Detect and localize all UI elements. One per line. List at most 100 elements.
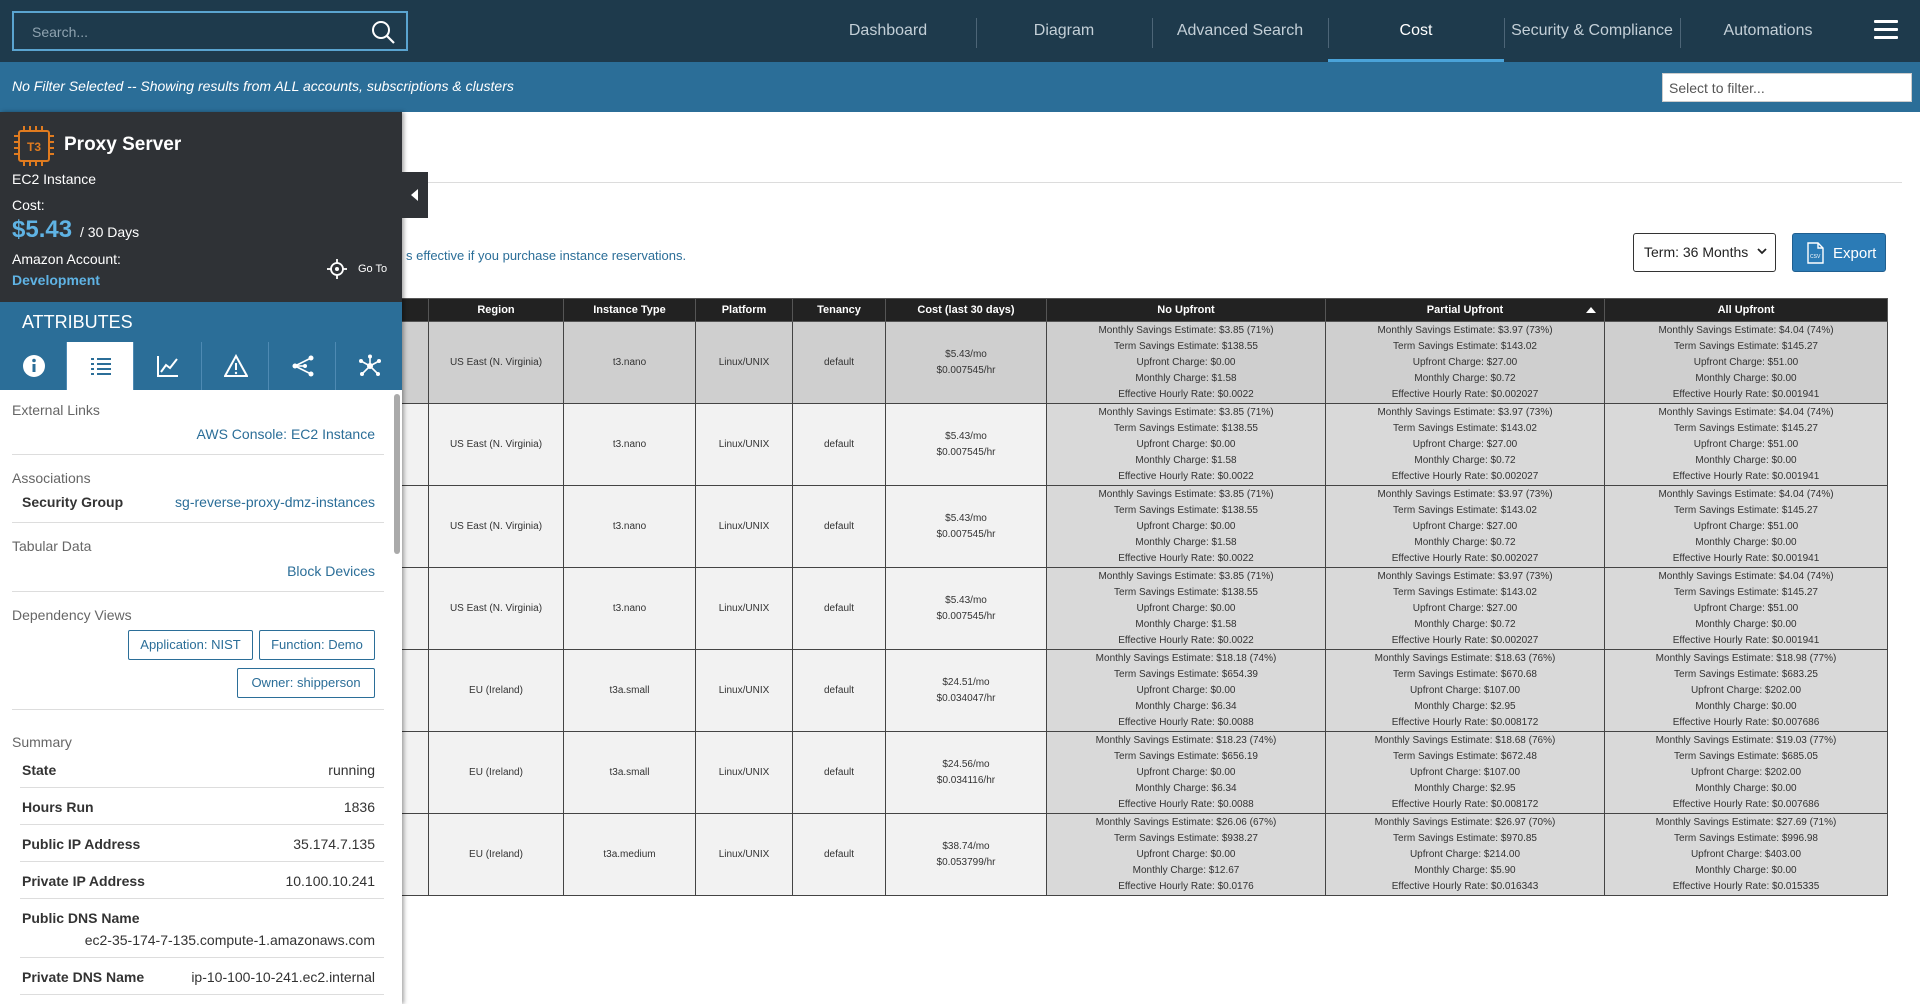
menu-icon[interactable]: [1874, 20, 1898, 42]
cell-partial-upfront: Monthly Savings Estimate: $3.97 (73%) Ter…: [1325, 403, 1605, 486]
chart-icon: [157, 356, 179, 377]
account-link[interactable]: Development: [12, 272, 100, 288]
aws-console-link[interactable]: AWS Console: EC2 Instance: [196, 426, 375, 442]
collapse-panel-button[interactable]: [402, 172, 428, 218]
tab-automations[interactable]: Automations: [1680, 0, 1856, 62]
crosshair-icon: [327, 259, 347, 279]
cost-line: $24.56/mo: [942, 758, 990, 770]
cell-region: US East (N. Virginia): [428, 321, 564, 404]
tab-alerts[interactable]: [202, 342, 269, 390]
divider: [12, 522, 384, 523]
cost-line: $5.43/mo: [945, 348, 987, 360]
column-header-tenancy[interactable]: Tenancy: [792, 298, 886, 322]
estimate-line: Monthly Savings Estimate: $3.97 (73%): [1377, 406, 1553, 418]
panel-header: T3 Proxy Server EC2 Instance Cost: $5.43…: [0, 112, 402, 302]
section-title-external-links: External Links: [12, 402, 100, 418]
share-icon: [292, 355, 314, 377]
estimate-line: Effective Hourly Rate: $0.007686: [1672, 798, 1820, 810]
resource-detail-panel: T3 Proxy Server EC2 Instance Cost: $5.43…: [0, 112, 402, 1004]
tab-security-compliance[interactable]: Security & Compliance: [1504, 0, 1680, 62]
estimate-line: Upfront Charge: $27.00: [1412, 520, 1518, 532]
cell-all-upfront: Monthly Savings Estimate: $4.04 (74%) Ter…: [1604, 567, 1888, 650]
section-divider: [402, 182, 1902, 183]
summary-val-public-dns: ec2-35-174-7-135.compute-1.amazonaws.com: [84, 932, 375, 948]
cell-instance-type: t3.nano: [563, 567, 696, 650]
estimate-line: Effective Hourly Rate: $0.002027: [1391, 634, 1539, 646]
top-nav-bar: Dashboard Diagram Advanced Search Cost S…: [0, 0, 1920, 62]
estimate-line: Upfront Charge: $403.00: [1690, 848, 1802, 860]
cell-no-upfront: Monthly Savings Estimate: $18.18 (74%) Te…: [1046, 649, 1326, 732]
cell-instance-type: t3a.medium: [563, 813, 696, 896]
estimate-line: Monthly Savings Estimate: $3.85 (71%): [1098, 324, 1274, 336]
estimate-line: Term Savings Estimate: $138.55: [1114, 504, 1258, 516]
table-row[interactable]: EU (Ireland) t3a.small Linux/UNIX default $2…: [400, 649, 1888, 732]
dependency-application-button[interactable]: Application: NIST: [128, 630, 253, 660]
estimate-line: Monthly Savings Estimate: $18.98 (77%): [1655, 652, 1837, 664]
cell-all-upfront: Monthly Savings Estimate: $4.04 (74%) Ter…: [1604, 321, 1888, 404]
divider: [20, 861, 384, 862]
cell-no-upfront: Monthly Savings Estimate: $3.85 (71%) Ter…: [1046, 567, 1326, 650]
table-row[interactable]: US East (N. Virginia) t3.nano Linux/UNIX de…: [400, 321, 1888, 404]
tab-dependencies[interactable]: [269, 342, 336, 390]
export-button[interactable]: CSV Export: [1792, 233, 1886, 272]
estimate-line: Effective Hourly Rate: $0.002027: [1391, 470, 1539, 482]
estimate-line: Monthly Charge: $1.58: [1135, 454, 1237, 466]
column-header-no-upfront[interactable]: No Upfront: [1046, 298, 1326, 322]
estimate-line: Effective Hourly Rate: $0.0088: [1118, 798, 1254, 810]
term-select[interactable]: Term: 36 Months: [1633, 233, 1776, 272]
ec2-chip-icon: T3: [14, 126, 54, 166]
table-row[interactable]: US East (N. Virginia) t3.nano Linux/UNIX de…: [400, 485, 1888, 568]
filter-select[interactable]: Select to filter...: [1662, 73, 1912, 102]
column-header-cost[interactable]: Cost (last 30 days): [885, 298, 1047, 322]
estimate-line: Effective Hourly Rate: $0.016343: [1391, 880, 1539, 892]
estimate-line: Upfront Charge: $0.00: [1136, 684, 1236, 696]
summary-key-hours-run: Hours Run: [22, 799, 94, 815]
table-row[interactable]: EU (Ireland) t3a.small Linux/UNIX default $2…: [400, 731, 1888, 814]
column-header-all-upfront[interactable]: All Upfront: [1604, 298, 1888, 322]
cell-no-upfront: Monthly Savings Estimate: $3.85 (71%) Ter…: [1046, 485, 1326, 568]
table-row[interactable]: US East (N. Virginia) t3.nano Linux/UNIX de…: [400, 567, 1888, 650]
tab-dashboard[interactable]: Dashboard: [848, 22, 928, 39]
tab-diagram[interactable]: Diagram: [976, 0, 1152, 62]
estimate-line: Upfront Charge: $107.00: [1409, 766, 1521, 778]
search-input[interactable]: [14, 13, 374, 51]
column-header-region[interactable]: Region: [428, 298, 564, 322]
column-header-instance-type[interactable]: Instance Type: [563, 298, 696, 322]
cell-region: US East (N. Virginia): [428, 567, 564, 650]
table-row[interactable]: US East (N. Virginia) t3.nano Linux/UNIX de…: [400, 403, 1888, 486]
table-row[interactable]: EU (Ireland) t3a.medium Linux/UNIX default $…: [400, 813, 1888, 896]
tab-advanced-search[interactable]: Advanced Search: [1152, 0, 1328, 62]
cell-no-upfront: Monthly Savings Estimate: $3.85 (71%) Ter…: [1046, 321, 1326, 404]
row-hidden-cell: [400, 813, 429, 896]
security-group-link[interactable]: sg-reverse-proxy-dmz-instances: [175, 494, 375, 510]
cell-instance-type: t3.nano: [563, 403, 696, 486]
tab-metrics[interactable]: [134, 342, 202, 390]
cost-label: Cost:: [12, 197, 45, 213]
dependency-function-button[interactable]: Function: Demo: [259, 630, 375, 660]
tab-list[interactable]: [67, 342, 135, 390]
column-header-partial-upfront[interactable]: Partial Upfront: [1325, 298, 1605, 322]
tab-cost[interactable]: Cost: [1328, 0, 1504, 62]
column-header-platform[interactable]: Platform: [695, 298, 793, 322]
cell-platform: Linux/UNIX: [695, 649, 793, 732]
block-devices-link[interactable]: Block Devices: [287, 563, 375, 579]
tab-network[interactable]: [336, 342, 402, 390]
estimate-line: Monthly Charge: $1.58: [1135, 536, 1237, 548]
row-hidden-cell: [400, 567, 429, 650]
estimate-line: Term Savings Estimate: $145.27: [1674, 504, 1818, 516]
filter-bar: No Filter Selected -- Showing results fr…: [0, 62, 1920, 112]
search-icon[interactable]: [370, 19, 396, 45]
estimate-line: Upfront Charge: $214.00: [1409, 848, 1521, 860]
estimate-line: Effective Hourly Rate: $0.001941: [1672, 470, 1820, 482]
summary-val-hours-run: 1836: [343, 799, 375, 815]
divider: [20, 994, 384, 995]
panel-scrollbar[interactable]: [394, 394, 400, 554]
dependency-owner-button[interactable]: Owner: shipperson: [237, 668, 375, 698]
tab-info[interactable]: [0, 342, 68, 390]
estimate-line: Upfront Charge: $51.00: [1693, 438, 1799, 450]
cost-period: / 30 Days: [80, 224, 140, 240]
cell-all-upfront: Monthly Savings Estimate: $18.98 (77%) Te…: [1604, 649, 1888, 732]
divider: [12, 454, 384, 455]
section-title-dependency-views: Dependency Views: [12, 607, 132, 623]
estimate-line: Effective Hourly Rate: $0.002027: [1391, 552, 1539, 564]
